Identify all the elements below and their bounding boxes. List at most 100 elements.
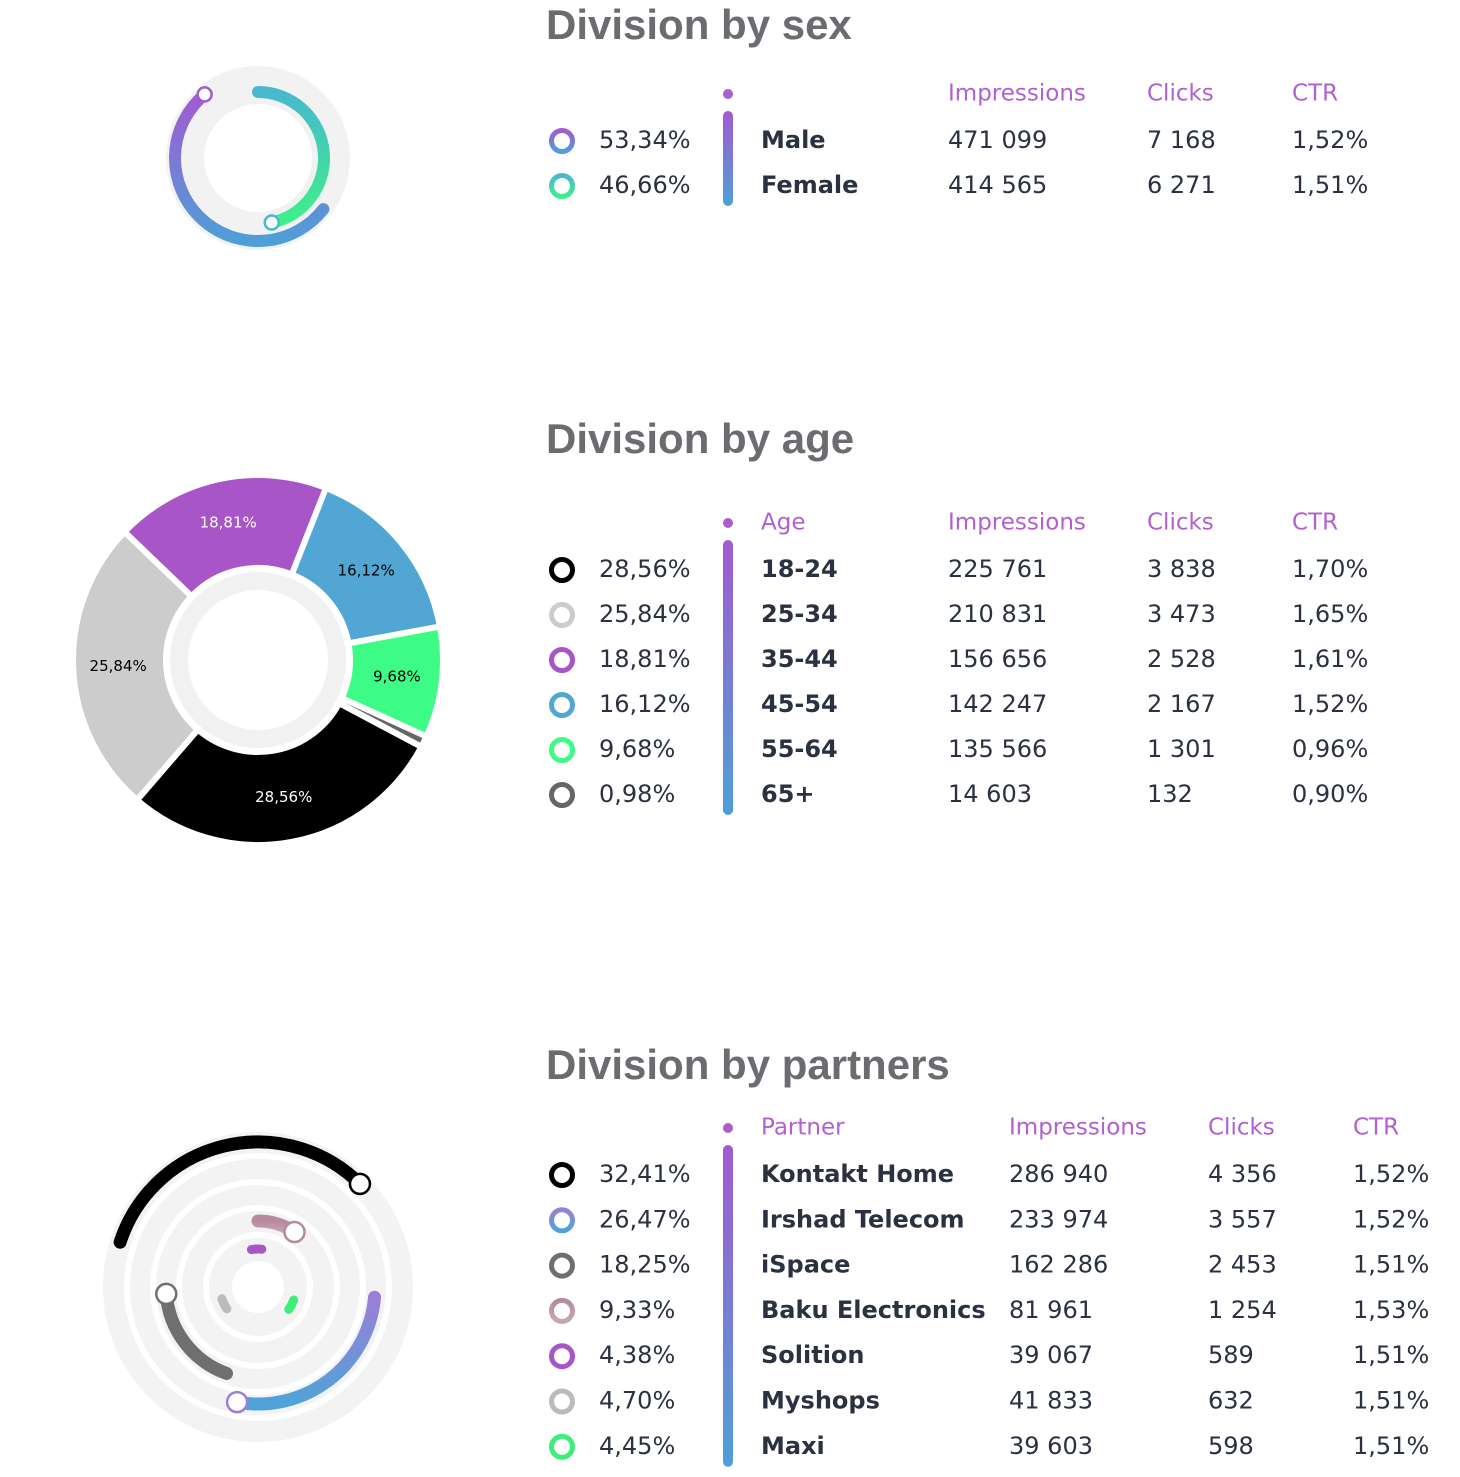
legend-value: 9,68%	[599, 735, 675, 763]
arc	[230, 1290, 382, 1411]
legend-value: 28,56%	[599, 555, 691, 583]
legend-marker	[549, 782, 575, 808]
table-cell: 142 247	[948, 690, 1047, 718]
table-cell: 41 833	[1009, 1387, 1093, 1415]
legend-value: 16,12%	[599, 690, 691, 718]
arc-marker	[283, 1220, 306, 1244]
table-cell: 0,96%	[1292, 735, 1368, 763]
slice	[121, 472, 329, 600]
legend-value: 9,33%	[599, 1296, 675, 1324]
table-cell: 1,51%	[1353, 1251, 1429, 1279]
slice	[70, 528, 201, 804]
arc	[252, 86, 330, 229]
hole	[232, 1261, 284, 1313]
legend-marker	[549, 173, 575, 199]
table-cell: 156 656	[948, 645, 1047, 673]
table-cell: 632	[1208, 1387, 1254, 1415]
row-name: 65+	[761, 780, 815, 808]
legend-value: 18,25%	[599, 1251, 691, 1279]
track-gap	[150, 1179, 366, 1395]
column-header: Impressions	[948, 81, 1086, 107]
column-header: Impressions	[1009, 1115, 1147, 1141]
row-name: 55-64	[761, 735, 838, 763]
legend-value: 26,47%	[599, 1205, 691, 1233]
legend-value: 4,38%	[599, 1341, 675, 1369]
legend-marker	[549, 602, 575, 628]
slice-label: 16,12%	[338, 562, 395, 580]
legend-value: 53,34%	[599, 126, 691, 154]
table-cell: 1,51%	[1353, 1387, 1429, 1415]
table-cell: 1 301	[1147, 735, 1216, 763]
slice-label: 18,81%	[200, 514, 257, 532]
column-header: CTR	[1292, 510, 1338, 536]
legend-marker	[549, 1297, 575, 1324]
legend-marker	[549, 1162, 575, 1188]
table-cell: 81 961	[1009, 1296, 1093, 1324]
arc	[246, 1244, 267, 1255]
arc-marker	[155, 1282, 178, 1306]
table-cell: 4 356	[1208, 1160, 1277, 1188]
table-cell: 2 528	[1147, 645, 1216, 673]
table-cell: 598	[1208, 1432, 1254, 1460]
legend-value: 4,70%	[599, 1387, 675, 1415]
arc	[217, 1294, 232, 1314]
track-gap	[124, 1153, 392, 1421]
row-name: Irshad Telecom	[761, 1205, 965, 1233]
section-title: Division by partners	[546, 1041, 950, 1088]
legend-value: 46,66%	[599, 171, 691, 199]
table-cell: 2 167	[1147, 690, 1216, 718]
column-header: Clicks	[1147, 81, 1214, 107]
slice-label: 25,84%	[90, 657, 147, 675]
table-cell: 233 974	[1009, 1205, 1108, 1233]
table-cell: 1 254	[1208, 1296, 1277, 1324]
track-gap	[176, 1205, 340, 1369]
legend-value: 32,41%	[599, 1160, 691, 1188]
row-name: 35-44	[761, 645, 838, 673]
legend-marker	[549, 647, 575, 673]
table-cell: 210 831	[948, 600, 1047, 628]
legend-marker	[549, 692, 575, 718]
column-header: Partner	[761, 1115, 845, 1141]
column-header: CTR	[1292, 81, 1338, 107]
slice	[134, 700, 425, 848]
arc-marker	[348, 1172, 372, 1196]
row-name: Baku Electronics	[761, 1296, 986, 1324]
table-cell: 14 603	[948, 780, 1032, 808]
legend-marker	[549, 1343, 575, 1370]
table-cell: 1,51%	[1353, 1341, 1429, 1369]
row-name: Maxi	[761, 1432, 825, 1460]
table-cell: 1,51%	[1353, 1432, 1429, 1460]
arc-marker	[225, 1390, 249, 1414]
row-name: 18-24	[761, 555, 838, 583]
list-dot	[723, 1123, 733, 1133]
column-header: Clicks	[1208, 1115, 1275, 1141]
list-dot	[723, 518, 733, 528]
legend-marker	[549, 737, 575, 763]
legend-marker	[549, 128, 575, 154]
table-cell: 286 940	[1009, 1160, 1108, 1188]
legend-marker	[549, 1433, 575, 1460]
arc	[113, 1135, 367, 1249]
table-cell: 1,53%	[1353, 1296, 1429, 1324]
row-name: Solition	[761, 1341, 865, 1369]
table-cell: 7 168	[1147, 126, 1216, 154]
table-cell: 135 566	[948, 735, 1047, 763]
table-cell: 1,52%	[1292, 690, 1368, 718]
legend-marker	[549, 557, 575, 583]
list-bar	[723, 540, 733, 815]
table-cell: 1,70%	[1292, 555, 1368, 583]
row-name: Female	[761, 171, 858, 199]
table-cell: 1,52%	[1353, 1205, 1429, 1233]
row-name: iSpace	[761, 1251, 850, 1279]
legend-marker	[549, 1252, 575, 1279]
table-cell: 39 603	[1009, 1432, 1093, 1460]
arc	[169, 88, 330, 247]
legend-value: 4,45%	[599, 1432, 675, 1460]
legend-marker	[549, 1388, 575, 1415]
table-cell: 39 067	[1009, 1341, 1093, 1369]
legend-value: 0,98%	[599, 780, 675, 808]
arc-marker	[196, 86, 213, 103]
slice	[336, 695, 430, 750]
row-name: Myshops	[761, 1387, 880, 1415]
